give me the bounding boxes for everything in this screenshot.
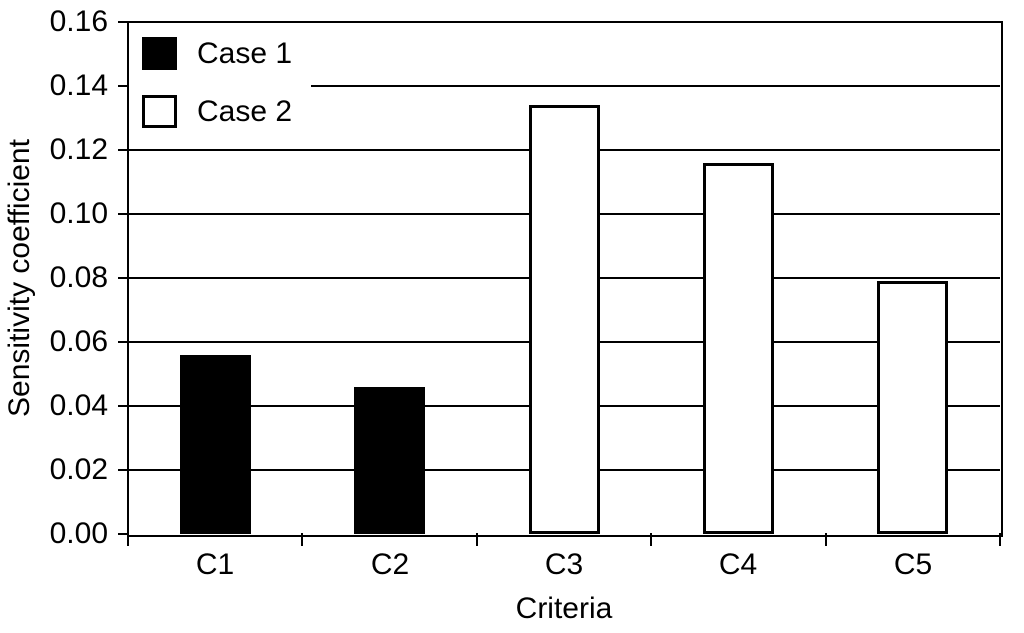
x-tick-mark <box>476 533 478 546</box>
legend-swatch <box>142 95 177 128</box>
x-axis-title: Criteria <box>515 592 613 625</box>
x-category-label: C3 <box>544 548 584 581</box>
legend-item: Case 2 <box>142 95 311 128</box>
gridline <box>128 85 1000 87</box>
y-tick-mark <box>118 277 128 279</box>
y-tick-mark <box>118 149 128 151</box>
x-tick-mark <box>650 533 652 546</box>
y-tick-mark <box>118 405 128 407</box>
x-tick-mark <box>825 533 827 546</box>
legend-label: Case 1 <box>197 37 293 70</box>
y-tick-mark <box>118 213 128 215</box>
y-tick-label: 0.10 <box>49 197 108 230</box>
x-category-label: C4 <box>718 548 758 581</box>
x-category-label: C5 <box>893 548 933 581</box>
y-tick-label: 0.16 <box>49 5 108 38</box>
bar-c4 <box>703 163 774 534</box>
y-tick-label: 0.02 <box>49 453 108 486</box>
y-tick-label: 0.12 <box>49 133 108 166</box>
y-tick-mark <box>118 533 128 535</box>
legend-label: Case 2 <box>197 95 293 128</box>
y-tick-mark <box>118 21 128 23</box>
plot-area: Case 1 Case 2 <box>127 21 1003 537</box>
x-tick-mark <box>127 533 129 546</box>
x-tick-mark <box>999 533 1001 546</box>
bar-c2 <box>354 387 425 534</box>
bar-c5 <box>877 281 948 534</box>
bar-c3 <box>529 105 600 534</box>
x-category-label: C1 <box>195 548 235 581</box>
y-tick-label: 0.04 <box>49 389 108 422</box>
legend-swatch <box>142 37 177 70</box>
y-tick-mark <box>118 341 128 343</box>
y-tick-mark <box>118 469 128 471</box>
y-tick-label: 0.08 <box>49 261 108 294</box>
x-category-label: C2 <box>370 548 410 581</box>
y-tick-mark <box>118 85 128 87</box>
legend-item: Case 1 <box>142 37 311 70</box>
bar-c1 <box>180 355 251 534</box>
y-tick-label: 0.06 <box>49 325 108 358</box>
legend: Case 1 Case 2 <box>129 23 311 149</box>
y-tick-label: 0.14 <box>49 69 108 102</box>
x-tick-mark <box>301 533 303 546</box>
y-tick-label: 0.00 <box>49 517 108 550</box>
